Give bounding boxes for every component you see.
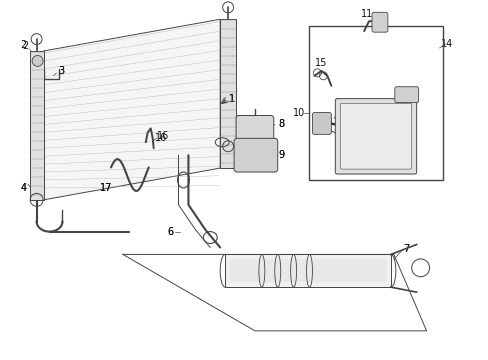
Text: 11: 11 — [360, 9, 372, 19]
FancyBboxPatch shape — [340, 104, 411, 169]
Text: 17: 17 — [100, 183, 112, 193]
Text: 5: 5 — [239, 137, 244, 147]
Text: 7: 7 — [403, 244, 409, 255]
Text: 4: 4 — [20, 183, 27, 193]
Text: 2: 2 — [20, 40, 27, 50]
Text: 1: 1 — [228, 94, 235, 104]
Text: 4: 4 — [20, 183, 27, 193]
Text: 3: 3 — [58, 66, 64, 76]
FancyBboxPatch shape — [234, 138, 277, 172]
FancyBboxPatch shape — [371, 12, 387, 32]
Text: 16: 16 — [154, 133, 166, 143]
Text: 9: 9 — [278, 150, 284, 160]
Text: 1: 1 — [228, 94, 235, 104]
Polygon shape — [220, 19, 236, 168]
Text: 12: 12 — [327, 117, 340, 127]
Text: 8: 8 — [278, 120, 284, 130]
FancyBboxPatch shape — [236, 116, 273, 141]
Polygon shape — [43, 19, 220, 200]
Text: 8: 8 — [278, 120, 284, 130]
FancyBboxPatch shape — [394, 87, 418, 103]
Text: 7: 7 — [403, 244, 409, 255]
FancyBboxPatch shape — [312, 113, 331, 134]
Polygon shape — [230, 260, 385, 282]
Text: 15: 15 — [315, 58, 327, 68]
Text: 6: 6 — [167, 226, 173, 237]
Text: 13: 13 — [354, 165, 366, 175]
Circle shape — [32, 55, 43, 66]
Bar — [309, 26, 443, 180]
Text: 3: 3 — [58, 66, 64, 76]
Text: 6: 6 — [167, 226, 173, 237]
Text: 9: 9 — [278, 150, 284, 160]
Polygon shape — [30, 51, 43, 200]
Text: 16: 16 — [156, 131, 168, 141]
Text: 2: 2 — [22, 41, 29, 51]
FancyBboxPatch shape — [335, 99, 416, 174]
Text: 10: 10 — [293, 108, 305, 117]
Text: 14: 14 — [440, 39, 452, 49]
Text: 17: 17 — [100, 183, 112, 193]
Text: 5: 5 — [239, 137, 244, 147]
Polygon shape — [224, 255, 390, 287]
